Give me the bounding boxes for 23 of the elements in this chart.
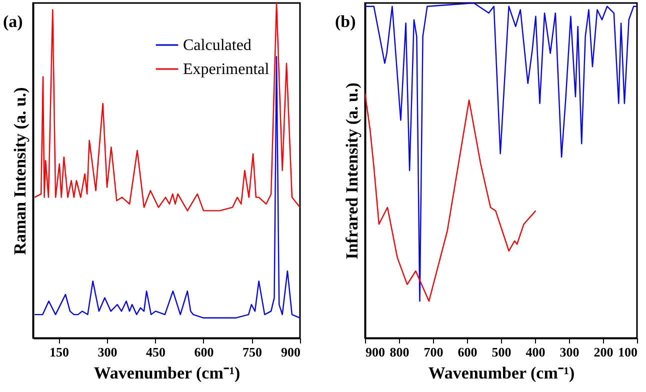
x-axis-title: Wavenumber (cm⁻¹) [428, 364, 575, 382]
x-tick-label: 800 [390, 344, 410, 360]
x-tick-label: 700 [424, 344, 444, 360]
x-axis-title: Wavenumber (cm⁻¹) [94, 364, 240, 382]
x-tick-label: 500 [492, 344, 512, 360]
x-tick-label: 150 [49, 344, 69, 360]
legend-label: Experimental [183, 61, 270, 78]
x-tick-label: 600 [194, 344, 214, 360]
x-tick-label: 750 [242, 344, 262, 360]
x-tick-label: 300 [98, 344, 118, 360]
x-tick-label: 600 [458, 344, 478, 360]
x-tick-label: 200 [594, 344, 614, 360]
x-tick-label: 100 [618, 344, 638, 360]
x-tick-label: 900 [366, 344, 385, 360]
x-tick-label: 300 [560, 344, 580, 360]
x-tick-label: 900 [281, 344, 300, 360]
x-tick-label: 450 [146, 344, 166, 360]
y-axis-title: Raman Intensity (a. u.) [10, 87, 30, 255]
text: (a) [3, 12, 23, 31]
legend-label: Calculated [183, 37, 252, 54]
y-axis-title: Infrared Intensity (a. u.) [342, 82, 362, 260]
x-tick-label: 400 [526, 344, 546, 360]
text: (b) [335, 12, 356, 31]
